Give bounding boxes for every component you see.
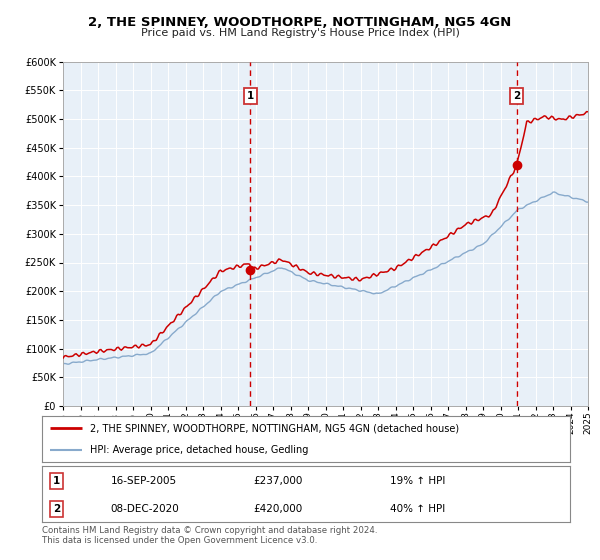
Text: Price paid vs. HM Land Registry's House Price Index (HPI): Price paid vs. HM Land Registry's House … — [140, 28, 460, 38]
Text: 1: 1 — [53, 476, 61, 486]
Text: Contains HM Land Registry data © Crown copyright and database right 2024.: Contains HM Land Registry data © Crown c… — [42, 526, 377, 535]
Text: £237,000: £237,000 — [253, 476, 302, 486]
Text: 19% ↑ HPI: 19% ↑ HPI — [391, 476, 446, 486]
Text: This data is licensed under the Open Government Licence v3.0.: This data is licensed under the Open Gov… — [42, 536, 317, 545]
Text: 2: 2 — [513, 91, 520, 101]
Text: 2, THE SPINNEY, WOODTHORPE, NOTTINGHAM, NG5 4GN: 2, THE SPINNEY, WOODTHORPE, NOTTINGHAM, … — [88, 16, 512, 29]
Text: 08-DEC-2020: 08-DEC-2020 — [110, 504, 179, 514]
Text: HPI: Average price, detached house, Gedling: HPI: Average price, detached house, Gedl… — [89, 445, 308, 455]
Text: 2: 2 — [53, 504, 61, 514]
Text: 1: 1 — [247, 91, 254, 101]
Text: 2, THE SPINNEY, WOODTHORPE, NOTTINGHAM, NG5 4GN (detached house): 2, THE SPINNEY, WOODTHORPE, NOTTINGHAM, … — [89, 423, 458, 433]
Text: 16-SEP-2005: 16-SEP-2005 — [110, 476, 177, 486]
Text: 40% ↑ HPI: 40% ↑ HPI — [391, 504, 446, 514]
Text: £420,000: £420,000 — [253, 504, 302, 514]
